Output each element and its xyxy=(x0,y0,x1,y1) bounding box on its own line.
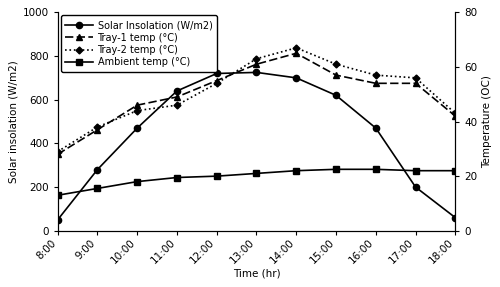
Solar Insolation (W/m2) xyxy=(94,168,100,171)
Tray-1 temp (°C) xyxy=(333,73,339,77)
Ambient temp (°C) xyxy=(294,169,300,172)
Tray-2 temp (°C) xyxy=(373,73,379,77)
Tray-1 temp (°C) xyxy=(134,103,140,107)
Tray-2 temp (°C) xyxy=(214,82,220,85)
Tray-2 temp (°C) xyxy=(54,150,60,153)
Tray-1 temp (°C) xyxy=(452,114,458,118)
Solar Insolation (W/m2) xyxy=(54,218,60,222)
Line: Tray-2 temp (°C): Tray-2 temp (°C) xyxy=(55,45,458,154)
Y-axis label: Solar insolation (W/m2): Solar insolation (W/m2) xyxy=(8,60,18,183)
Solar Insolation (W/m2) xyxy=(294,76,300,79)
Tray-1 temp (°C) xyxy=(412,82,418,85)
Tray-1 temp (°C) xyxy=(94,128,100,131)
Tray-1 temp (°C) xyxy=(174,95,180,99)
Solar Insolation (W/m2) xyxy=(254,71,260,74)
Ambient temp (°C) xyxy=(412,169,418,172)
Tray-2 temp (°C) xyxy=(94,125,100,129)
Tray-2 temp (°C) xyxy=(333,63,339,66)
Ambient temp (°C) xyxy=(94,187,100,190)
Ambient temp (°C) xyxy=(254,172,260,175)
Tray-2 temp (°C) xyxy=(174,103,180,107)
X-axis label: Time (hr): Time (hr) xyxy=(232,269,280,279)
Tray-1 temp (°C) xyxy=(254,63,260,66)
Tray-2 temp (°C) xyxy=(134,109,140,112)
Y-axis label: Temperature (OC): Temperature (OC) xyxy=(482,75,492,168)
Ambient temp (°C) xyxy=(214,174,220,178)
Legend: Solar Insolation (W/m2), Tray-1 temp (°C), Tray-2 temp (°C), Ambient temp (°C): Solar Insolation (W/m2), Tray-1 temp (°C… xyxy=(60,15,217,72)
Ambient temp (°C) xyxy=(134,180,140,183)
Line: Solar Insolation (W/m2): Solar Insolation (W/m2) xyxy=(54,69,458,223)
Solar Insolation (W/m2) xyxy=(214,72,220,75)
Solar Insolation (W/m2) xyxy=(134,126,140,130)
Tray-2 temp (°C) xyxy=(294,46,300,50)
Ambient temp (°C) xyxy=(333,168,339,171)
Solar Insolation (W/m2) xyxy=(452,216,458,219)
Solar Insolation (W/m2) xyxy=(412,185,418,189)
Ambient temp (°C) xyxy=(174,176,180,179)
Line: Ambient temp (°C): Ambient temp (°C) xyxy=(54,166,459,199)
Tray-2 temp (°C) xyxy=(452,112,458,115)
Tray-1 temp (°C) xyxy=(214,79,220,82)
Solar Insolation (W/m2) xyxy=(333,94,339,97)
Tray-1 temp (°C) xyxy=(54,153,60,156)
Line: Tray-1 temp (°C): Tray-1 temp (°C) xyxy=(54,50,459,158)
Solar Insolation (W/m2) xyxy=(174,89,180,93)
Solar Insolation (W/m2) xyxy=(373,126,379,130)
Ambient temp (°C) xyxy=(452,169,458,172)
Tray-1 temp (°C) xyxy=(373,82,379,85)
Ambient temp (°C) xyxy=(373,168,379,171)
Tray-2 temp (°C) xyxy=(254,57,260,61)
Tray-2 temp (°C) xyxy=(412,76,418,79)
Tray-1 temp (°C) xyxy=(294,52,300,55)
Ambient temp (°C) xyxy=(54,193,60,197)
